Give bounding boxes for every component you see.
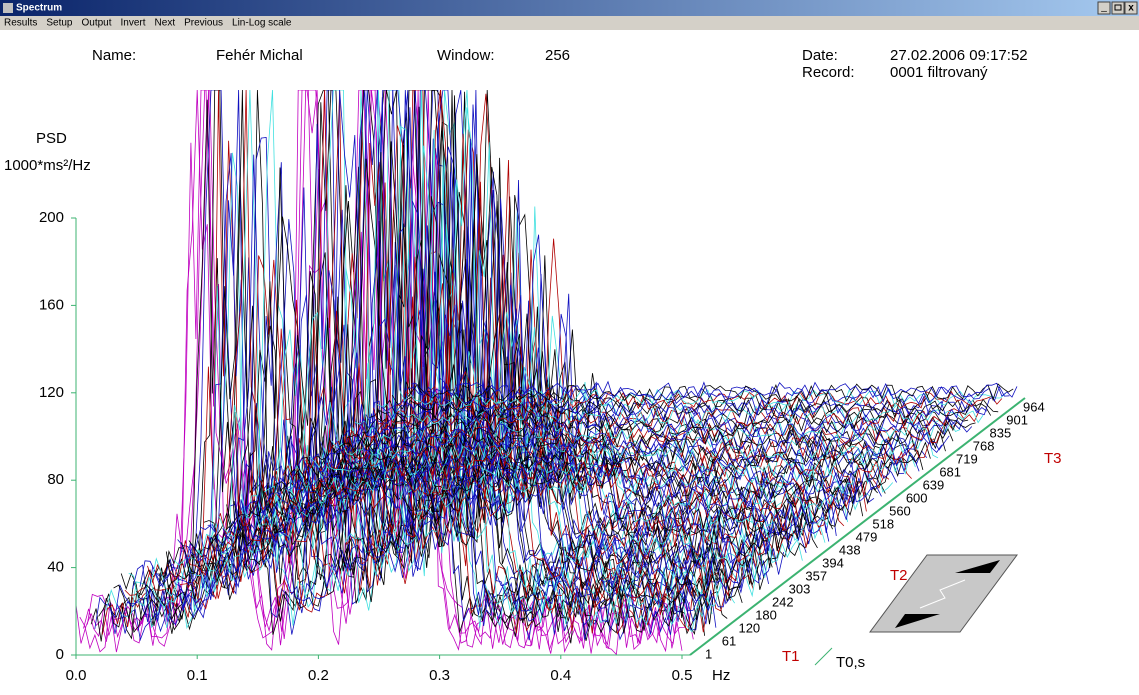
waterfall: [76, 90, 1017, 655]
z-tick-label: 901: [1006, 412, 1028, 427]
y-tick-label: 0: [56, 646, 64, 663]
z-tick-label: 180: [755, 607, 777, 622]
title-bar: [0, 0, 1139, 16]
z-tick-label: 357: [805, 568, 827, 583]
record-label: Record:: [802, 64, 855, 81]
y-tick-label: 200: [39, 209, 64, 226]
z-tick-label: 1: [705, 646, 712, 661]
menu-item[interactable]: Previous: [184, 18, 223, 29]
y-tick-label: 40: [47, 559, 64, 576]
y-tick-label: 160: [39, 296, 64, 313]
minimize-glyph: _: [1100, 2, 1107, 13]
z-tick-label: 835: [990, 425, 1012, 440]
y-tick-label: 80: [47, 471, 64, 488]
t3-marker: T3: [1044, 450, 1062, 467]
app-icon: [3, 3, 13, 13]
z-tick-label: 600: [906, 490, 928, 505]
x-tick-label: 0.2: [308, 667, 329, 684]
z-tick-label: 719: [956, 451, 978, 466]
y-axis-title: PSD: [36, 130, 67, 147]
screen: Spectrum _ x Results Setup Output Invert Nex…: [0, 0, 1139, 690]
close-glyph: x: [1128, 3, 1134, 14]
x-tick-label: 0.3: [429, 667, 450, 684]
menu-item[interactable]: Output: [82, 18, 112, 29]
menu-item[interactable]: Next: [155, 18, 176, 29]
z-tick-label: 303: [789, 581, 811, 596]
t2-marker: T2: [890, 567, 908, 584]
z-tick-label: 964: [1023, 399, 1045, 414]
x-tick-label: 0.4: [550, 667, 571, 684]
date-label: Date:: [802, 47, 838, 64]
spectrum-trace: [84, 90, 690, 649]
window-value: 256: [545, 47, 570, 64]
t1-marker: T1: [782, 648, 800, 665]
record-value: 0001 filtrovaný: [890, 64, 988, 81]
z-axis-title: T0,s: [836, 654, 865, 671]
menu-item[interactable]: Invert: [121, 18, 146, 29]
z-tick-label: 479: [856, 529, 878, 544]
x-tick-label: 0.1: [187, 667, 208, 684]
z-tick-label: 242: [772, 594, 794, 609]
window-label: Window:: [437, 47, 495, 64]
menu-item[interactable]: Lin-Log scale: [232, 18, 292, 29]
z-tick-label: 768: [973, 438, 995, 453]
z-tick-label: 681: [939, 464, 961, 479]
x-tick-label: 0.0: [66, 667, 87, 684]
x-axis-title: Hz: [712, 667, 730, 684]
z-tick-label: 639: [923, 477, 945, 492]
name-value: Fehér Michal: [216, 47, 303, 64]
date-value: 27.02.2006 09:17:52: [890, 47, 1028, 64]
z-tick-label: 394: [822, 555, 844, 570]
y-tick-label: 120: [39, 384, 64, 401]
depth-axis: [690, 398, 1025, 655]
z-tick-label: 560: [889, 503, 911, 518]
z-arrow: [815, 648, 832, 665]
z-tick-label: 61: [722, 633, 736, 648]
z-tick-label: 518: [872, 516, 894, 531]
z-tick-label: 120: [738, 620, 760, 635]
name-label: Name:: [92, 47, 136, 64]
menu-item[interactable]: Results: [4, 18, 37, 29]
restore-button[interactable]: [1112, 2, 1124, 14]
y-axis-unit: 1000*ms²/Hz: [4, 157, 91, 174]
page: Spectrum _ x Results Setup Output Invert Nex…: [0, 0, 1139, 690]
window-title: Spectrum: [16, 3, 62, 14]
z-tick-label: 438: [839, 542, 861, 557]
menu-item[interactable]: Setup: [46, 18, 73, 29]
x-tick-label: 0.5: [672, 667, 693, 684]
